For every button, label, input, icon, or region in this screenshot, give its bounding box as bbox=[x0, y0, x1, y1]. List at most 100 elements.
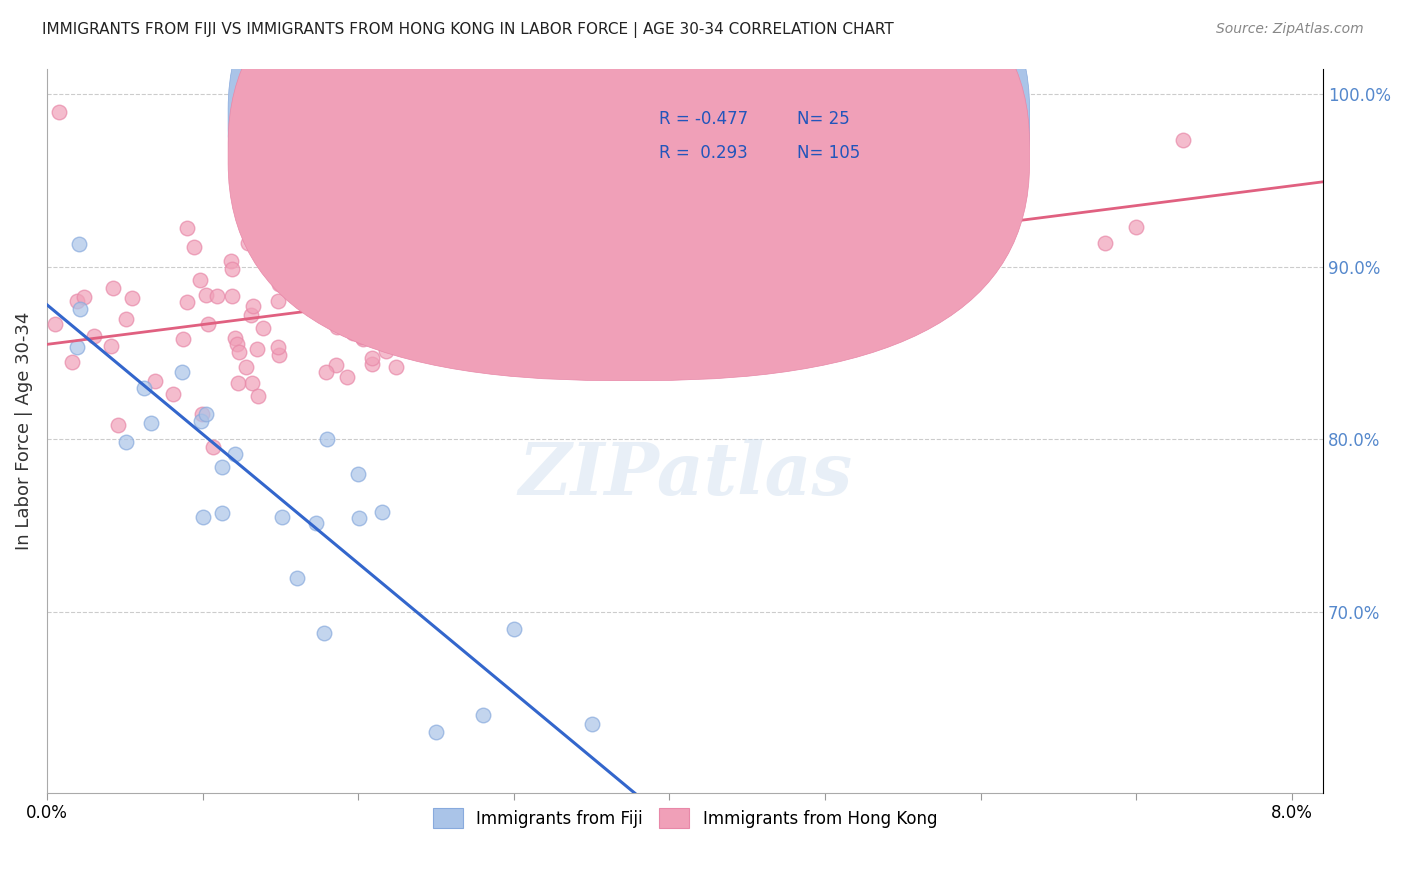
Point bbox=[627, 224, 650, 238]
Point bbox=[197, 317, 219, 331]
Point bbox=[235, 360, 257, 375]
Point bbox=[658, 208, 681, 222]
Point bbox=[1001, 177, 1024, 191]
Point bbox=[347, 467, 370, 481]
Point bbox=[103, 281, 125, 295]
Text: N= 105: N= 105 bbox=[797, 145, 860, 162]
Point bbox=[139, 417, 162, 431]
Point bbox=[859, 221, 882, 235]
Point bbox=[595, 289, 617, 303]
Point bbox=[190, 407, 212, 421]
Point bbox=[69, 301, 91, 316]
Point bbox=[418, 311, 440, 326]
Y-axis label: In Labor Force | Age 30-34: In Labor Force | Age 30-34 bbox=[15, 311, 32, 549]
Point bbox=[271, 510, 294, 524]
Point bbox=[211, 506, 233, 520]
Point bbox=[704, 229, 727, 244]
Point bbox=[143, 374, 166, 388]
Point bbox=[471, 708, 494, 723]
Point bbox=[176, 220, 198, 235]
Point bbox=[226, 376, 249, 390]
Text: IMMIGRANTS FROM FIJI VS IMMIGRANTS FROM HONG KONG IN LABOR FORCE | AGE 30-34 COR: IMMIGRANTS FROM FIJI VS IMMIGRANTS FROM … bbox=[42, 22, 894, 38]
Text: R = -0.477: R = -0.477 bbox=[659, 111, 748, 128]
Point bbox=[423, 147, 446, 161]
Point bbox=[852, 178, 875, 193]
Point bbox=[602, 228, 624, 243]
Point bbox=[242, 299, 264, 313]
Point bbox=[191, 509, 214, 524]
Point bbox=[872, 119, 894, 133]
Point bbox=[134, 381, 156, 395]
Point bbox=[73, 290, 96, 304]
Point bbox=[471, 296, 494, 310]
Point bbox=[172, 332, 194, 346]
Point bbox=[347, 511, 370, 525]
Point bbox=[385, 247, 408, 261]
Point bbox=[717, 237, 740, 252]
Point bbox=[640, 341, 662, 355]
Point bbox=[66, 341, 89, 355]
Point bbox=[285, 571, 308, 585]
Point bbox=[297, 278, 319, 293]
Point bbox=[342, 326, 364, 340]
Point bbox=[325, 358, 347, 372]
Point bbox=[596, 261, 619, 276]
Point bbox=[205, 289, 228, 303]
Point bbox=[172, 365, 194, 379]
Point bbox=[970, 201, 993, 215]
Point bbox=[652, 246, 675, 260]
Point bbox=[735, 262, 758, 277]
Point bbox=[221, 262, 243, 277]
Point bbox=[502, 622, 524, 636]
Point bbox=[190, 414, 212, 428]
Point bbox=[267, 340, 290, 354]
Point bbox=[224, 447, 246, 461]
Point bbox=[298, 227, 321, 241]
Point bbox=[190, 273, 212, 287]
Point bbox=[391, 212, 413, 227]
Point bbox=[221, 289, 243, 303]
Point bbox=[387, 234, 409, 248]
Point bbox=[360, 357, 382, 371]
Point bbox=[44, 317, 66, 331]
Point bbox=[267, 277, 290, 291]
Legend: Immigrants from Fiji, Immigrants from Hong Kong: Immigrants from Fiji, Immigrants from Ho… bbox=[426, 801, 943, 835]
FancyBboxPatch shape bbox=[228, 0, 1029, 381]
Point bbox=[815, 246, 838, 260]
Point bbox=[1171, 133, 1194, 147]
Point bbox=[240, 308, 263, 322]
Point bbox=[814, 206, 837, 220]
Point bbox=[67, 236, 90, 251]
Point bbox=[176, 294, 198, 309]
Point bbox=[60, 354, 83, 368]
Point bbox=[498, 282, 520, 296]
Point bbox=[236, 236, 259, 251]
Point bbox=[626, 211, 648, 226]
Point bbox=[114, 312, 136, 326]
Point bbox=[661, 247, 683, 261]
Point bbox=[449, 215, 471, 229]
Point bbox=[183, 239, 205, 253]
Point bbox=[252, 321, 274, 335]
Point bbox=[267, 293, 290, 308]
Point bbox=[107, 417, 129, 432]
Point bbox=[384, 303, 406, 318]
Text: R =  0.293: R = 0.293 bbox=[659, 145, 748, 162]
Point bbox=[269, 348, 291, 362]
Point bbox=[226, 337, 249, 351]
Point bbox=[202, 440, 225, 454]
Point bbox=[377, 310, 399, 325]
Point bbox=[681, 268, 703, 283]
Point bbox=[453, 298, 475, 312]
Point bbox=[883, 238, 905, 252]
Point bbox=[361, 351, 384, 365]
Point bbox=[759, 310, 782, 325]
Point bbox=[446, 330, 468, 344]
Point bbox=[336, 369, 359, 384]
Point bbox=[384, 359, 406, 374]
Point bbox=[48, 104, 70, 119]
Point bbox=[312, 626, 335, 640]
Point bbox=[221, 254, 243, 268]
Point bbox=[350, 330, 373, 344]
Text: N= 25: N= 25 bbox=[797, 111, 851, 128]
